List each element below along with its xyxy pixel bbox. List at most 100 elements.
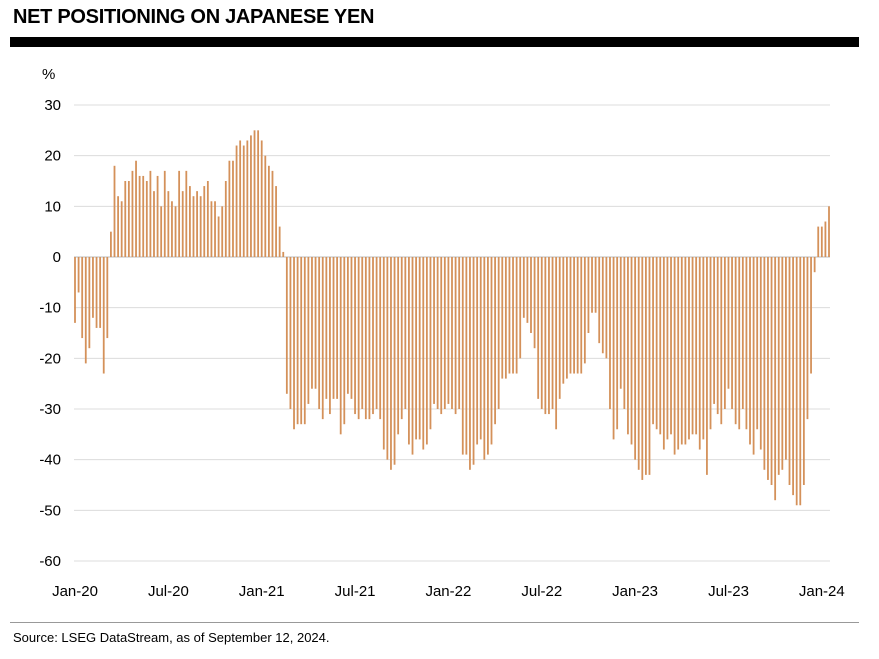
bar	[544, 257, 547, 415]
bar	[601, 257, 604, 354]
bar	[339, 257, 342, 435]
bar	[515, 257, 518, 374]
bar	[591, 257, 593, 313]
bar	[354, 257, 356, 415]
bar	[224, 181, 227, 257]
bar	[408, 257, 410, 445]
bar	[659, 257, 662, 435]
bar	[221, 206, 224, 257]
bar	[731, 257, 733, 409]
bar	[131, 170, 134, 257]
bar	[680, 257, 683, 445]
bar	[749, 257, 751, 445]
bar	[774, 257, 777, 501]
bar	[734, 257, 737, 425]
bar	[745, 257, 748, 430]
bar	[400, 257, 403, 420]
bar	[239, 140, 242, 257]
bar	[490, 257, 493, 445]
bar	[289, 257, 292, 409]
bar	[562, 257, 565, 384]
title-underline-bar	[10, 37, 859, 47]
bar	[192, 196, 195, 257]
bar	[217, 216, 220, 257]
bar	[242, 145, 245, 257]
bar	[723, 257, 726, 409]
y-axis-ticks: 30 20 10 0 -10 -20 -30 -40 -50 -60	[39, 97, 61, 570]
x-tick-label: Jan-22	[425, 583, 471, 600]
bar	[397, 257, 400, 435]
bar	[824, 221, 827, 257]
bar	[135, 160, 137, 257]
bar	[271, 170, 274, 257]
bar	[684, 257, 687, 445]
bar	[257, 130, 260, 257]
y-tick-label: -40	[39, 452, 61, 469]
bar	[551, 257, 554, 409]
bar	[788, 257, 791, 485]
bar	[117, 196, 119, 257]
bar	[526, 257, 529, 323]
bar	[160, 206, 163, 257]
x-tick-label: Jul-22	[521, 583, 562, 600]
bar	[106, 257, 109, 339]
bar	[695, 257, 698, 435]
bar	[142, 175, 145, 257]
bar	[598, 257, 601, 344]
y-tick-label: -20	[39, 350, 61, 367]
y-tick-label: 0	[53, 249, 61, 266]
bar	[641, 257, 644, 480]
chart-title: NET POSITIONING ON JAPANESE YEN	[13, 6, 375, 28]
bar	[813, 257, 816, 273]
bar	[382, 257, 385, 450]
bar	[576, 257, 579, 374]
x-tick-label: Jul-21	[335, 583, 376, 600]
bar	[756, 257, 759, 430]
bar	[652, 257, 654, 425]
bar	[828, 206, 830, 257]
bar	[422, 257, 425, 450]
bar	[404, 257, 407, 409]
bar	[153, 191, 155, 257]
bar	[738, 257, 741, 430]
bar	[81, 257, 84, 339]
bar	[343, 257, 346, 425]
bar	[203, 186, 206, 257]
bar	[393, 257, 396, 465]
bar	[609, 257, 611, 409]
bar	[806, 257, 809, 420]
bar	[469, 257, 471, 470]
bar	[706, 257, 708, 475]
bar	[799, 257, 802, 506]
bar	[361, 257, 364, 409]
y-tick-label: -10	[39, 300, 61, 317]
bar	[189, 186, 191, 257]
bar	[655, 257, 658, 430]
y-tick-label: -60	[39, 553, 61, 570]
bar	[411, 257, 414, 455]
bar	[727, 257, 730, 389]
bar	[199, 196, 202, 257]
bar	[99, 257, 102, 328]
bar	[235, 145, 238, 257]
bar	[102, 257, 105, 374]
bar	[318, 257, 321, 409]
bar	[303, 257, 306, 425]
bar	[702, 257, 705, 440]
y-tick-label: -50	[39, 502, 61, 519]
bar	[228, 160, 231, 257]
bar	[278, 226, 281, 257]
x-tick-label: Jul-20	[148, 583, 189, 600]
bar	[777, 257, 780, 475]
bar	[802, 257, 805, 485]
bar	[605, 257, 608, 359]
bar	[479, 257, 482, 440]
bar	[196, 191, 198, 257]
bar	[127, 181, 130, 257]
bar	[415, 257, 417, 440]
bar	[163, 170, 166, 257]
bar	[264, 155, 267, 257]
bar	[178, 170, 181, 257]
bar	[321, 257, 324, 420]
